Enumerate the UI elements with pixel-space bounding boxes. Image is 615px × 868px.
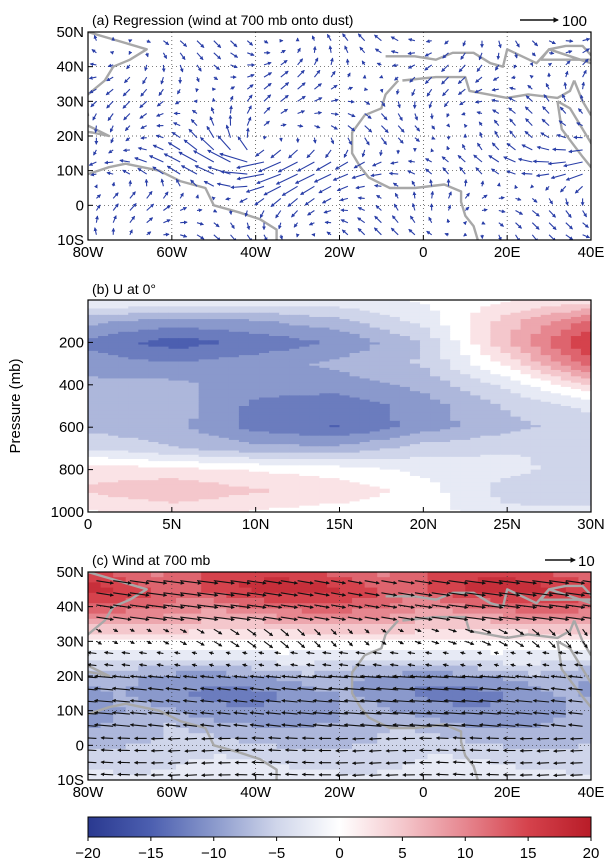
wind-vector [549,53,554,54]
wind-vector [365,89,368,90]
wind-vector [347,59,348,65]
wind-vector [197,210,202,211]
y-tick-label: 20N [56,128,84,145]
wind-vector [180,222,187,223]
wind-vector [96,185,97,187]
y-tick-label: 50N [56,24,84,41]
wind-vector [129,53,130,55]
wind-vector [213,98,214,101]
wind-vector [380,77,382,78]
wind-vector [553,149,566,150]
wind-vector [281,138,282,142]
y-tick-label: 10N [56,163,84,180]
wind-vector [566,41,573,42]
wind-vector [464,124,465,125]
x-tick-label: 40E [578,244,605,261]
wind-vector [314,47,315,53]
x-tick-label: 20E [494,244,521,261]
wind-vector [533,161,549,162]
wind-vector [231,211,232,215]
x-tick-label: 0 [419,244,427,261]
wind-vector [196,89,197,92]
panel-a-reference-label: 100 [562,13,587,30]
panel-b-heatmap [88,300,592,513]
wind-vector [163,234,169,235]
wind-vector [465,180,466,187]
wind-vector [163,65,164,72]
wind-vector [499,183,500,186]
wind-vector [532,65,533,66]
wind-vector [130,181,131,187]
y-tick-label: 10S [57,232,84,249]
x-tick-label: 20W [324,244,356,261]
wind-vector [348,101,354,102]
x-tick-label: 40W [240,244,272,261]
wind-vector [297,235,298,237]
panel-a-title: (a) Regression (wind at 700 mb onto dust… [92,12,353,28]
y-tick-label: 0 [76,197,84,214]
wind-vector [141,138,147,139]
wind-vector [341,210,348,211]
y-tick-label: 40N [56,59,84,76]
y-tick-label: 30N [56,93,84,110]
wind-vector [522,173,533,174]
wind-vector [358,198,365,199]
wind-vector [124,150,130,151]
x-tick-label: 60W [156,244,188,261]
